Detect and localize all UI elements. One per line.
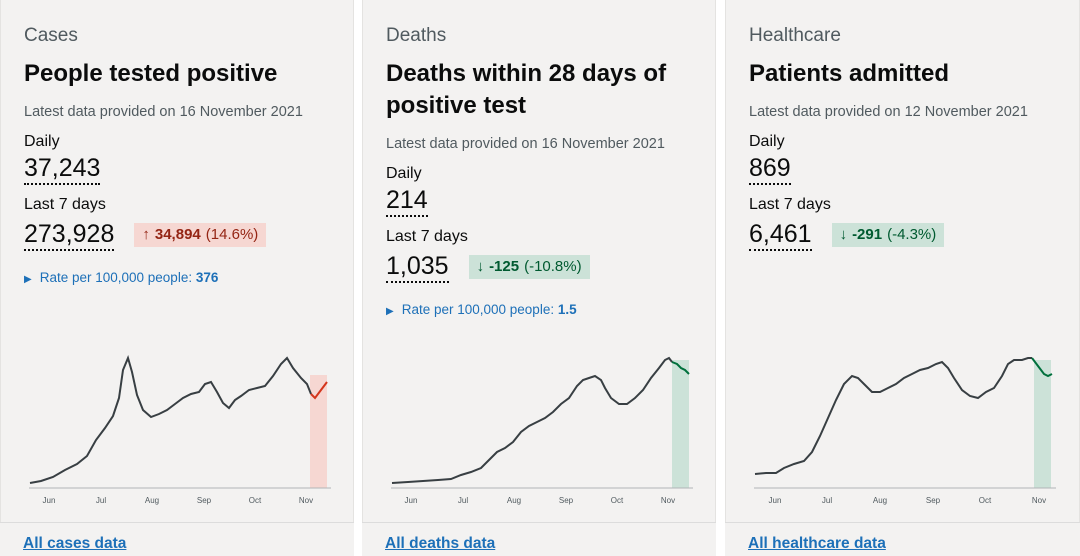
tick-label: Aug [507,496,521,505]
deaths-card-footer: All deaths data [362,522,716,556]
latest-data-date: Latest data provided on 16 November 2021 [386,136,665,152]
tick-label: Sep [559,496,574,505]
change-percent: (14.6%) [205,225,259,243]
tick-label: Jun [405,496,418,505]
last-7-days-value[interactable]: 6,461 [749,220,812,251]
change-badge: ↑ 34,894 (14.6%) [134,222,267,247]
last-7-days-value[interactable]: 1,035 [386,252,449,283]
card-category: Deaths [386,25,447,46]
daily-label: Daily [749,133,785,150]
cases-card: Cases People tested positive Latest data… [0,0,354,522]
rate-label: Rate per 100,000 people: [401,302,555,317]
card-category: Healthcare [749,25,841,46]
change-value: -125 [489,257,520,275]
card-category: Cases [24,25,78,46]
tick-label: Oct [611,496,624,505]
last-7-days-highlight [1034,360,1051,488]
change-value: -291 [852,225,883,243]
rate-label: Rate per 100,000 people: [39,270,193,285]
tick-label: Sep [197,496,212,505]
triangle-right-icon: ▶ [386,306,394,317]
rate-value: 1.5 [557,302,577,317]
last-7-days-row: 6,461 ↓ -291 (-4.3%) [749,218,1056,251]
last-7-days-label: Last 7 days [749,196,831,213]
tick-label: Oct [249,496,262,505]
change-percent: (-10.8%) [524,257,582,275]
healthcare-trend-line [754,357,1032,475]
triangle-right-icon: ▶ [24,274,32,285]
rate-toggle[interactable]: ▶ Rate per 100,000 people: 376 [24,269,330,289]
card-title: People tested positive [24,60,278,87]
all-healthcare-data-link[interactable]: All healthcare data [748,535,886,552]
tick-label: Nov [299,496,313,505]
rate-value: 376 [195,270,219,285]
healthcare-last-7-days-line [1031,357,1053,378]
deaths-card: Deaths Deaths within 28 days of positive… [362,0,716,522]
daily-value[interactable]: 214 [386,186,428,217]
cases-chart: Jun Jul Aug Sep Oct Nov [29,354,331,505]
arrow-up-icon: ↑ [142,225,150,243]
tick-label: Jul [458,496,468,505]
all-deaths-data-link[interactable]: All deaths data [385,535,496,552]
tick-label: Jun [769,496,782,505]
arrow-down-icon: ↓ [839,225,848,243]
healthcare-card: Healthcare Patients admitted Latest data… [725,0,1080,522]
card-title: Deaths within 28 days of positive test [386,60,667,119]
last-7-days-label: Last 7 days [24,196,106,213]
healthcare-chart: Jun Jul Aug Sep Oct Nov [754,357,1056,505]
last-7-days-row: 1,035 ↓ -125 (-10.8%) [386,250,692,283]
change-percent: (-4.3%) [887,225,937,243]
tick-label: Nov [1032,496,1046,505]
latest-data-date: Latest data provided on 16 November 2021 [24,104,303,120]
cases-card-footer: All cases data [0,522,354,556]
tick-label: Jul [96,496,106,505]
daily-value[interactable]: 869 [749,154,791,185]
card-title: Patients admitted [749,60,950,87]
tick-label: Oct [979,496,992,505]
last-7-days-highlight [310,375,327,488]
deaths-last-7-days-line [671,361,690,375]
deaths-trend-line [391,356,673,484]
last-7-days-row: 273,928 ↑ 34,894 (14.6%) [24,218,330,251]
tick-label: Aug [145,496,159,505]
last-7-days-value[interactable]: 273,928 [24,220,115,251]
daily-label: Daily [24,133,60,150]
latest-data-date: Latest data provided on 12 November 2021 [749,104,1028,120]
change-value: 34,894 [154,225,201,243]
cases-last-7-days-line [310,381,328,400]
change-badge: ↓ -125 (-10.8%) [468,254,590,279]
tick-label: Sep [926,496,941,505]
tick-label: Aug [873,496,887,505]
daily-label: Daily [386,165,422,182]
cases-trend-line [29,354,312,484]
daily-value[interactable]: 37,243 [24,154,101,185]
tick-label: Jun [43,496,56,505]
deaths-chart: Jun Jul Aug Sep Oct Nov [391,356,693,505]
tick-label: Jul [822,496,832,505]
last-7-days-highlight [672,360,689,488]
all-cases-data-link[interactable]: All cases data [23,535,127,552]
tick-label: Nov [661,496,675,505]
healthcare-card-footer: All healthcare data [725,522,1080,556]
arrow-down-icon: ↓ [476,257,485,275]
change-badge: ↓ -291 (-4.3%) [831,222,945,247]
last-7-days-label: Last 7 days [386,228,468,245]
rate-toggle[interactable]: ▶ Rate per 100,000 people: 1.5 [386,301,692,321]
